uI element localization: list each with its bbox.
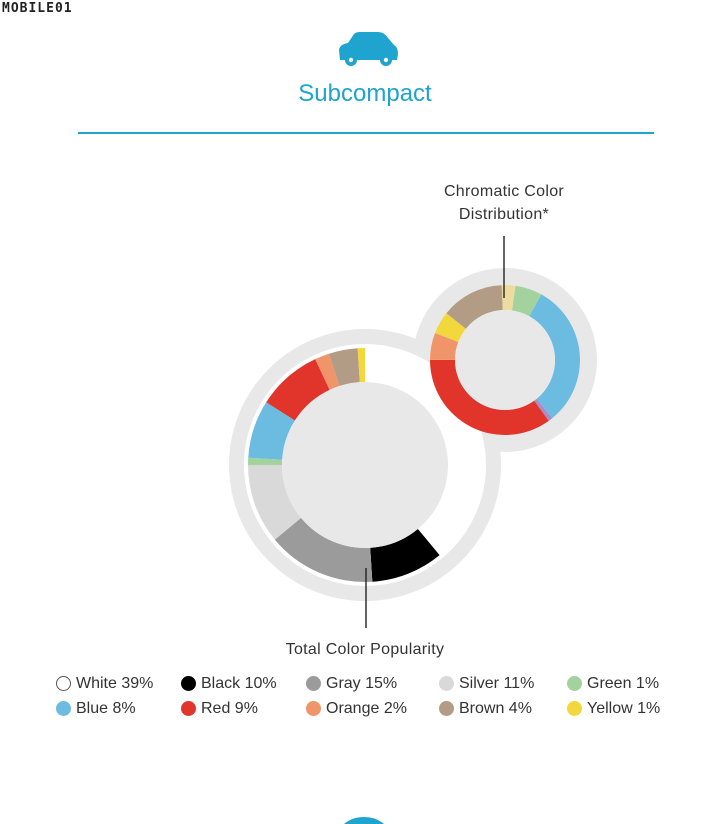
legend-swatch-gray: [306, 676, 321, 691]
total-donut-hole: [282, 382, 448, 548]
legend-item-brown: Brown 4%: [439, 699, 567, 718]
legend-swatch-black: [181, 676, 196, 691]
legend-label-black: Black 10%: [201, 674, 277, 692]
legend-swatch-green: [567, 676, 582, 691]
total-slice-yellow: [357, 348, 365, 383]
next-section-car-icon: [344, 817, 384, 824]
total-slice-black: [370, 528, 440, 582]
legend-label-silver: Silver 11%: [459, 674, 535, 692]
total-donut: [248, 348, 482, 582]
legend-label-green: Green 1%: [587, 674, 660, 692]
chromatic-slice-orange: [430, 332, 459, 360]
legend-label-red: Red 9%: [201, 699, 258, 717]
total-slice-green: [248, 457, 283, 465]
section-title: Subcompact: [298, 80, 432, 107]
total-label: Total Color Popularity: [285, 641, 445, 658]
legend-swatch-silver: [439, 676, 454, 691]
total-slice-brown: [328, 348, 360, 387]
legend-label-white: White 39%: [76, 674, 154, 692]
chromatic-slice-beige: [501, 284, 516, 311]
legend-swatch-red: [181, 701, 196, 716]
legend-swatch-yellow: [567, 701, 582, 716]
total-slice-gray: [274, 517, 373, 582]
legend-item-black: Black 10%: [181, 674, 306, 693]
chromatic-slice-green: [511, 285, 542, 317]
chromatic-donut-hole: [455, 310, 555, 410]
legend-label-brown: Brown 4%: [459, 699, 532, 717]
legend-label-orange: Orange 2%: [326, 699, 407, 717]
legend-swatch-brown: [439, 701, 454, 716]
legend-item-red: Red 9%: [181, 699, 306, 718]
legend-item-green: Green 1%: [567, 674, 687, 693]
chromatic-slice-brown: [446, 285, 503, 329]
legend-item-yellow: Yellow 1%: [567, 699, 687, 718]
legend-item-silver: Silver 11%: [439, 674, 567, 693]
legend-item-blue: Blue 8%: [56, 699, 181, 718]
total-slice-red: [266, 359, 330, 421]
legend-swatch-orange: [306, 701, 321, 716]
legend-item-white: White 39%: [56, 674, 181, 693]
chromatic-slice-yellow: [435, 313, 466, 342]
mobile01-watermark: MOBILE01: [2, 1, 73, 16]
chromatic-donut: [430, 284, 581, 435]
chromatic-label: Chromatic Color Distribution*: [443, 183, 565, 223]
chromatic-slice-purple: [534, 398, 553, 421]
legend-item-orange: Orange 2%: [306, 699, 439, 718]
legend-swatch-blue: [56, 701, 71, 716]
total-slice-silver: [248, 465, 302, 540]
chromatic-slice-blue: [529, 294, 581, 419]
subcompact-car-icon: [339, 32, 398, 66]
total-slice-orange: [315, 353, 340, 390]
chromatic-slice-red: [430, 359, 549, 435]
legend-label-gray: Gray 15%: [326, 674, 398, 692]
legend-label-blue: Blue 8%: [76, 699, 136, 717]
total-slice-blue: [248, 402, 295, 460]
legend-swatch-white: [56, 676, 71, 691]
legend: White 39% Black 10% Gray 15% Silver 11% Gree…: [56, 674, 696, 718]
legend-label-yellow: Yellow 1%: [587, 699, 661, 717]
legend-item-gray: Gray 15%: [306, 674, 439, 693]
title-divider: [78, 132, 654, 134]
